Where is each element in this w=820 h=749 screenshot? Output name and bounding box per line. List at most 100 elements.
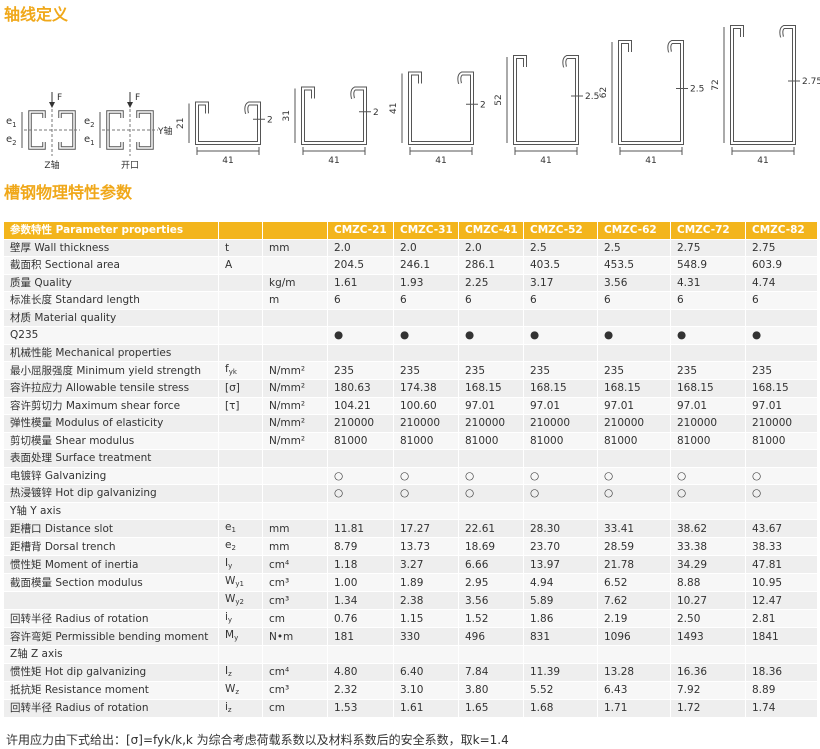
value-cell: 2.50 xyxy=(670,609,746,628)
value-cell: ○ xyxy=(393,484,459,503)
symbol-base: i xyxy=(225,700,228,713)
symbol-sub: y xyxy=(227,616,233,624)
value-cell xyxy=(393,343,459,362)
table-row: 容许弯矩 Permissible bending moment My N•m 181 3… xyxy=(3,627,818,646)
value-cell: 2.38 xyxy=(393,591,459,610)
value-cell: 831 xyxy=(523,627,598,646)
row-label xyxy=(3,591,219,610)
value-cell: 204.5 xyxy=(327,256,394,275)
header-label: 参数特性 Parameter properties xyxy=(3,221,219,240)
symbol-base: W xyxy=(225,575,236,587)
table-row: Wy2 cm³ 1.34 2.38 3.56 5.89 7.62 10.27 12.47 xyxy=(3,591,818,610)
table-row: 回转半径 Radius of rotation iy cm 0.76 1.15 1.52 1… xyxy=(3,609,818,628)
value-cell: 1.61 xyxy=(393,698,459,718)
row-label: 最小屈服强度 Minimum yield strength xyxy=(3,361,219,380)
value-cell: 6 xyxy=(393,291,459,310)
value-cell: 7.92 xyxy=(670,680,746,700)
row-label: 距槽背 Dorsal trench xyxy=(3,537,219,556)
value-cell: 81000 xyxy=(393,431,459,450)
value-cell: 168.15 xyxy=(523,379,598,398)
value-cell: 3.56 xyxy=(597,273,671,292)
column-header: CMZC-52 xyxy=(523,221,598,240)
value-cell: 496 xyxy=(458,627,524,646)
row-label: 电镀锌 Galvanizing xyxy=(3,466,219,485)
header-cell xyxy=(262,221,328,240)
value-cell: 8.79 xyxy=(327,537,394,556)
symbol-sub: z xyxy=(235,687,240,696)
symbol-cell: Iz xyxy=(218,662,263,682)
column-header: CMZC-62 xyxy=(597,221,671,240)
value-cell: 168.15 xyxy=(458,379,524,398)
value-cell: 181 xyxy=(327,627,394,646)
value-cell xyxy=(745,645,818,664)
table-row: 抵抗矩 Resistance moment Wz cm³ 2.32 3.10 3.80 5.… xyxy=(3,680,818,700)
table-row: 剪切模量 Shear modulus N/mm² 81000 81000 81000 81… xyxy=(3,431,818,450)
value-cell: 168.15 xyxy=(597,379,671,398)
value-cell: 2.75 xyxy=(745,238,818,257)
value-cell: 81000 xyxy=(670,431,746,450)
value-cell xyxy=(745,449,818,468)
value-cell xyxy=(523,343,598,362)
value-cell: 210000 xyxy=(327,414,394,433)
table-row: 电镀锌 Galvanizing ○ ○ ○ ○ ○ ○ ○ xyxy=(3,466,818,485)
value-cell: 6.40 xyxy=(393,662,459,682)
value-cell: 11.81 xyxy=(327,519,394,538)
thickness-label: 2.5 xyxy=(585,92,599,102)
value-cell: 1.93 xyxy=(393,273,459,292)
value-cell xyxy=(458,645,524,664)
value-cell: 1.68 xyxy=(523,698,598,718)
unit-cell: N/mm² xyxy=(262,361,328,380)
value-cell: ○ xyxy=(458,484,524,503)
symbol-sub: y xyxy=(234,634,239,642)
value-cell: 21.78 xyxy=(597,555,671,574)
value-cell: 1.65 xyxy=(458,698,524,718)
symbol-cell: [σ] xyxy=(218,379,263,398)
row-label: 截面积 Sectional area xyxy=(3,256,219,275)
value-cell: 33.38 xyxy=(670,537,746,556)
caption: Z轴 xyxy=(44,159,59,171)
value-cell: 8.88 xyxy=(670,573,746,592)
table-row: 回转半径 Radius of rotation iz cm 1.53 1.61 1.65 1… xyxy=(3,698,818,718)
value-cell: 28.30 xyxy=(523,519,598,538)
value-cell: 18.69 xyxy=(458,537,524,556)
row-label: 抵抗矩 Resistance moment xyxy=(3,680,219,700)
value-cell: 235 xyxy=(597,361,671,380)
symbol-base: e xyxy=(225,521,232,533)
value-cell: 6 xyxy=(670,291,746,310)
symbol-base: e xyxy=(6,116,12,127)
row-label: Y轴 Y axis xyxy=(3,501,219,520)
value-cell: 210000 xyxy=(523,414,598,433)
column-header: CMZC-21 xyxy=(327,221,394,240)
value-cell: ○ xyxy=(670,484,746,503)
value-cell xyxy=(523,645,598,664)
table-row: 材质 Material quality xyxy=(3,308,818,327)
unit-cell xyxy=(262,484,328,503)
symbol-cell xyxy=(218,414,263,433)
value-cell xyxy=(327,308,394,327)
value-cell: 4.94 xyxy=(523,573,598,592)
profile-inner xyxy=(619,41,683,144)
value-cell: 180.63 xyxy=(327,379,394,398)
symbol-cell: t xyxy=(218,238,263,257)
value-cell: 1.89 xyxy=(393,573,459,592)
symbol-base: W xyxy=(225,682,236,695)
value-cell: 1841 xyxy=(745,627,818,646)
symbol-cell: fyk xyxy=(218,361,263,380)
value-cell: 210000 xyxy=(458,414,524,433)
thickness-label: 2.5 xyxy=(690,85,704,95)
value-cell: 210000 xyxy=(670,414,746,433)
column-header: CMZC-82 xyxy=(745,221,818,240)
thickness-label: 2.75 xyxy=(802,77,820,87)
symbol-sub: y1 xyxy=(235,580,244,588)
symbol-cell xyxy=(218,449,263,468)
value-cell: ○ xyxy=(327,484,394,503)
value-cell: 6.52 xyxy=(597,573,671,592)
value-cell: 47.81 xyxy=(745,555,818,574)
value-cell: 38.33 xyxy=(745,537,818,556)
value-cell: 33.41 xyxy=(597,519,671,538)
symbol-base: e xyxy=(6,134,12,145)
value-cell: 3.10 xyxy=(393,680,459,700)
table-row: 机械性能 Mechanical properties xyxy=(3,343,818,362)
